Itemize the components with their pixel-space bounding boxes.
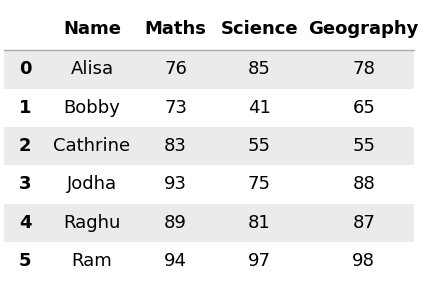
Text: 83: 83 bbox=[164, 137, 187, 155]
Text: 87: 87 bbox=[352, 214, 375, 232]
Text: 85: 85 bbox=[248, 60, 270, 78]
Text: Maths: Maths bbox=[144, 20, 206, 39]
Text: 94: 94 bbox=[164, 252, 187, 270]
Text: Geography: Geography bbox=[309, 20, 419, 39]
Bar bbox=[4, 50, 414, 88]
Text: 41: 41 bbox=[248, 99, 270, 117]
Text: 5: 5 bbox=[19, 252, 31, 270]
Text: 55: 55 bbox=[352, 137, 375, 155]
Text: Raghu: Raghu bbox=[63, 214, 121, 232]
Text: 97: 97 bbox=[248, 252, 271, 270]
Text: Science: Science bbox=[221, 20, 298, 39]
Text: Ram: Ram bbox=[72, 252, 112, 270]
Text: 89: 89 bbox=[164, 214, 187, 232]
Text: 1: 1 bbox=[19, 99, 31, 117]
Text: 0: 0 bbox=[19, 60, 31, 78]
Text: 2: 2 bbox=[19, 137, 31, 155]
Bar bbox=[4, 204, 414, 242]
Text: 93: 93 bbox=[164, 175, 187, 194]
Text: Jodha: Jodha bbox=[67, 175, 117, 194]
Bar bbox=[4, 242, 414, 280]
Text: 3: 3 bbox=[19, 175, 31, 194]
Text: Name: Name bbox=[63, 20, 121, 39]
Text: 55: 55 bbox=[248, 137, 271, 155]
Text: 73: 73 bbox=[164, 99, 187, 117]
Text: Bobby: Bobby bbox=[64, 99, 120, 117]
Text: 65: 65 bbox=[352, 99, 375, 117]
Bar bbox=[4, 127, 414, 165]
Text: 81: 81 bbox=[248, 214, 270, 232]
Bar bbox=[4, 165, 414, 204]
Bar bbox=[4, 88, 414, 127]
Text: Alisa: Alisa bbox=[71, 60, 114, 78]
Text: 98: 98 bbox=[352, 252, 375, 270]
Text: 76: 76 bbox=[164, 60, 187, 78]
Text: 88: 88 bbox=[353, 175, 375, 194]
Text: 75: 75 bbox=[248, 175, 271, 194]
Text: 78: 78 bbox=[352, 60, 375, 78]
Text: Cathrine: Cathrine bbox=[53, 137, 131, 155]
Text: 4: 4 bbox=[19, 214, 31, 232]
